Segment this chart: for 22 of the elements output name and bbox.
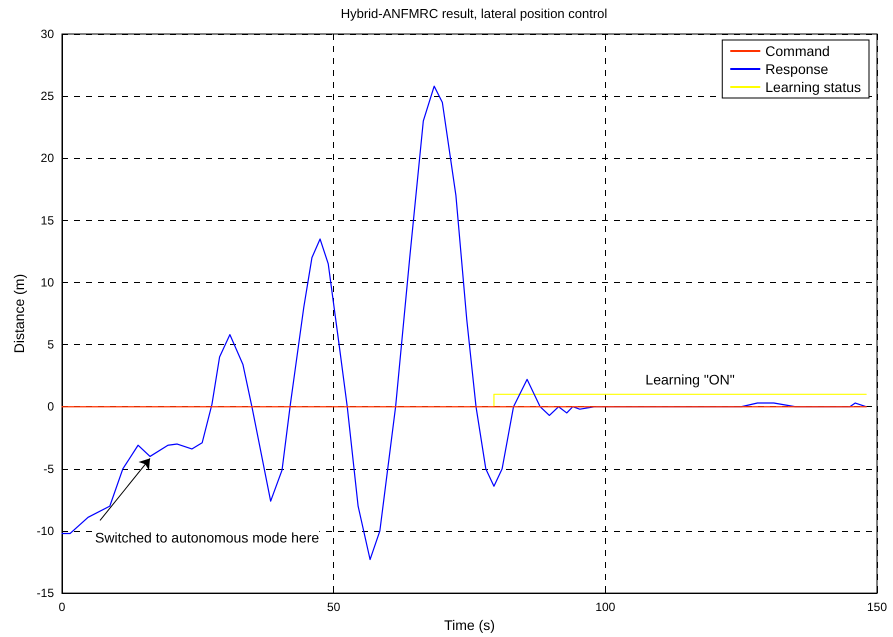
chart-title: Hybrid-ANFMRC result, lateral position control	[340, 6, 608, 21]
x-tick-label: 50	[326, 600, 341, 614]
y-tick-label: 0	[47, 400, 54, 414]
y-tick-label: 5	[47, 338, 54, 352]
y-tick-label: -10	[36, 524, 54, 538]
y-tick-label: -15	[36, 586, 54, 600]
annotation: Switched to autonomous mode here	[95, 529, 320, 546]
y-axis-title: Distance (m)	[10, 274, 27, 354]
x-tick-label: 100	[595, 600, 616, 614]
y-tick-label: 20	[40, 151, 54, 166]
x-axis-title: Time (s)	[444, 617, 495, 633]
annotation: Learning "ON"	[645, 371, 735, 388]
x-tick-label: 0	[58, 600, 66, 614]
legend-label: Learning status	[765, 79, 862, 95]
y-tick-label: 25	[40, 89, 54, 104]
y-tick-label: 15	[40, 213, 54, 228]
legend-label: Command	[765, 43, 830, 59]
y-tick-label: -5	[43, 462, 54, 476]
x-tick-label: 150	[866, 600, 888, 614]
y-tick-label: 10	[40, 275, 54, 290]
y-tick-label: 30	[40, 27, 54, 41]
legend-label: Response	[765, 61, 829, 77]
